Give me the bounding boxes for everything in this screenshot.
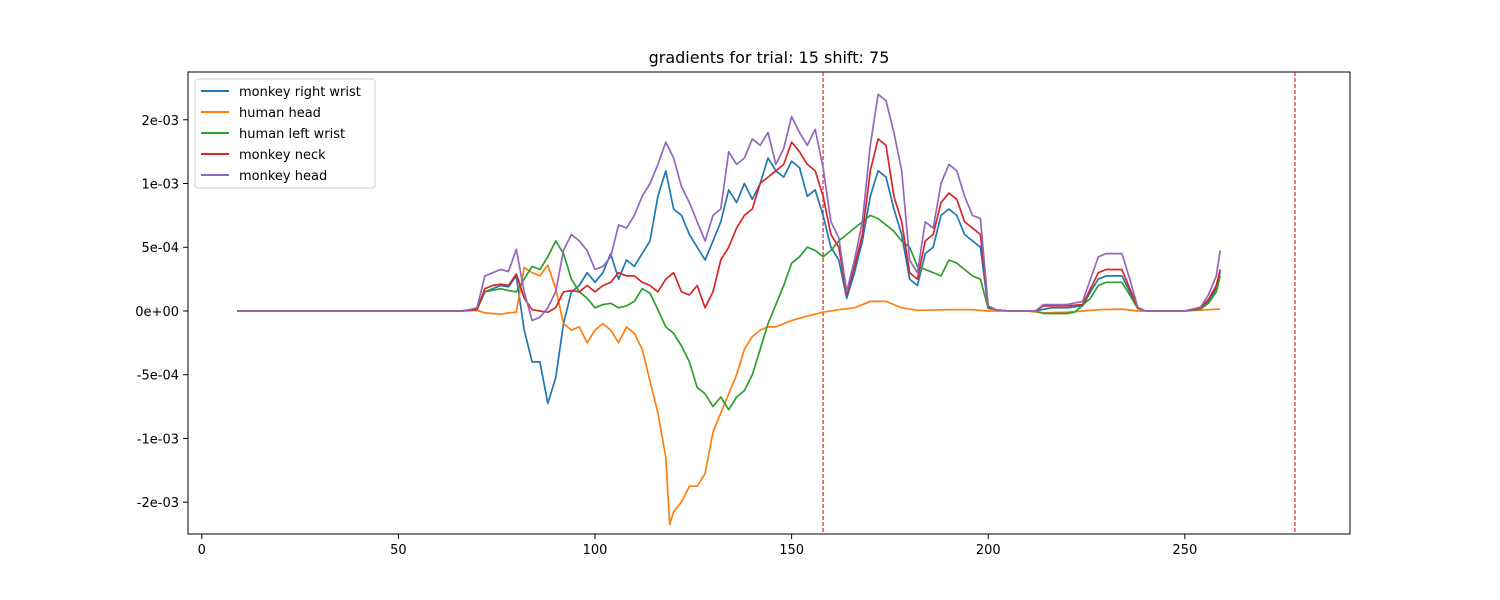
y-tick-label: -5e-04 <box>137 369 179 384</box>
y-tick-label: 5e-04 <box>141 241 179 256</box>
x-tick-label: 150 <box>779 543 804 558</box>
x-tick-label: 50 <box>390 543 407 558</box>
series-line-monkey-head <box>237 93 1222 322</box>
y-tick-label: 0e+00 <box>135 305 179 320</box>
chart-title: gradients for trial: 15 shift: 75 <box>649 48 890 67</box>
legend: monkey right wrist human head human left w… <box>194 78 376 189</box>
legend-box <box>194 78 376 189</box>
legend-entry: monkey head <box>239 169 327 184</box>
legend-entry: human left wrist <box>239 127 345 142</box>
y-axis: -2e-03 -1e-03 -5e-04 0e+00 5e-04 1e-03 2e-03 <box>135 114 188 511</box>
series-line-monkey-right-wrist <box>237 157 1222 405</box>
y-tick-label: -2e-03 <box>137 496 179 511</box>
legend-entry: human head <box>239 106 321 121</box>
plot-area-frame <box>187 71 1351 535</box>
series-lines <box>237 93 1222 526</box>
legend-entry: monkey neck <box>239 148 326 163</box>
x-tick-label: 200 <box>976 543 1001 558</box>
x-tick-label: 250 <box>1172 543 1197 558</box>
y-tick-label: -1e-03 <box>137 432 179 447</box>
y-tick-label: 1e-03 <box>141 178 179 193</box>
series-line-human-head <box>237 264 1221 526</box>
x-axis: 0 50 100 150 200 250 <box>198 534 1197 558</box>
reference-lines <box>822 72 1296 534</box>
legend-entry: monkey right wrist <box>239 85 361 100</box>
x-tick-label: 0 <box>198 543 206 558</box>
y-tick-label: 2e-03 <box>141 114 179 129</box>
series-line-monkey-neck <box>237 138 1222 314</box>
series-line-human-left-wrist <box>237 214 1222 411</box>
x-tick-label: 100 <box>583 543 608 558</box>
